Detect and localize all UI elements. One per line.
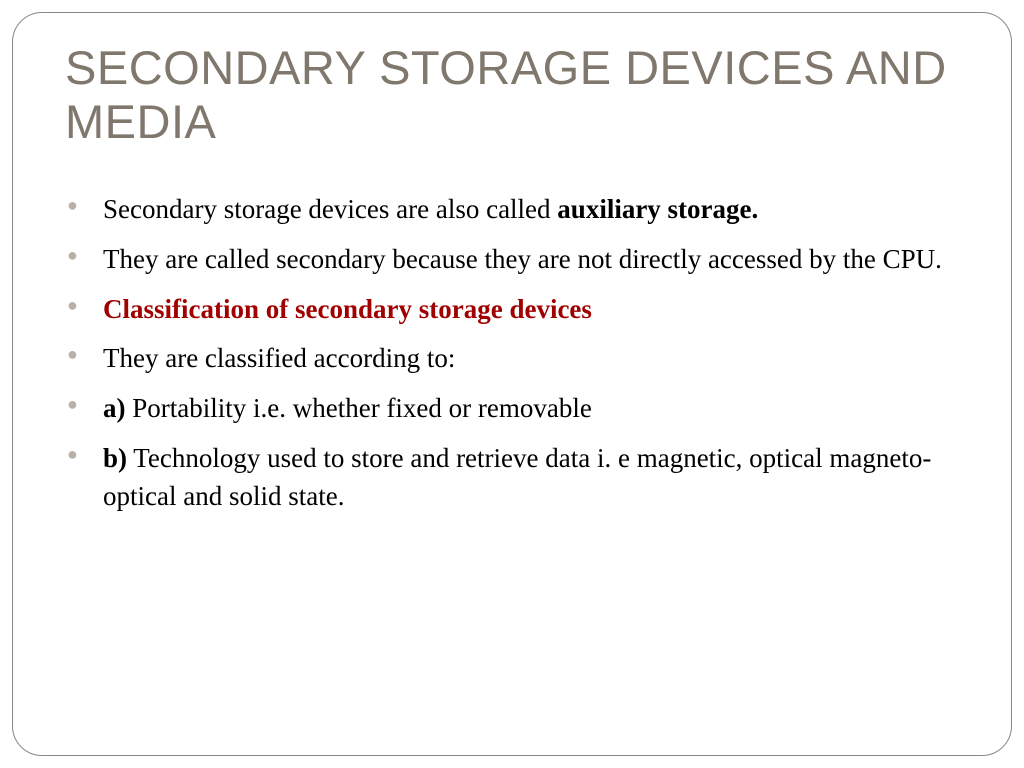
list-item: a) Portability i.e. whether fixed or rem… xyxy=(95,390,971,428)
text-bold: b) xyxy=(103,443,127,473)
text-bold: auxiliary storage. xyxy=(557,194,758,224)
list-item: They are called secondary because they a… xyxy=(95,241,971,279)
list-item: b) Technology used to store and retrieve… xyxy=(95,440,971,516)
text-bold: a) xyxy=(103,393,126,423)
slide-frame: SECONDARY STORAGE DEVICES AND MEDIA Seco… xyxy=(12,12,1012,756)
text: Secondary storage devices are also calle… xyxy=(103,194,557,224)
text: Portability i.e. whether fixed or remova… xyxy=(126,393,592,423)
slide-title: SECONDARY STORAGE DEVICES AND MEDIA xyxy=(65,41,971,149)
list-item: They are classified according to: xyxy=(95,340,971,378)
list-item: Classification of secondary storage devi… xyxy=(95,291,971,329)
text: Technology used to store and retrieve da… xyxy=(103,443,931,511)
text: They are classified according to: xyxy=(103,343,455,373)
list-item: Secondary storage devices are also calle… xyxy=(95,191,971,229)
bullet-list: Secondary storage devices are also calle… xyxy=(65,191,971,516)
slide-content: SECONDARY STORAGE DEVICES AND MEDIA Seco… xyxy=(13,13,1011,548)
text-red-bold: Classification of secondary storage devi… xyxy=(103,294,592,324)
text: They are called secondary because they a… xyxy=(103,244,942,274)
